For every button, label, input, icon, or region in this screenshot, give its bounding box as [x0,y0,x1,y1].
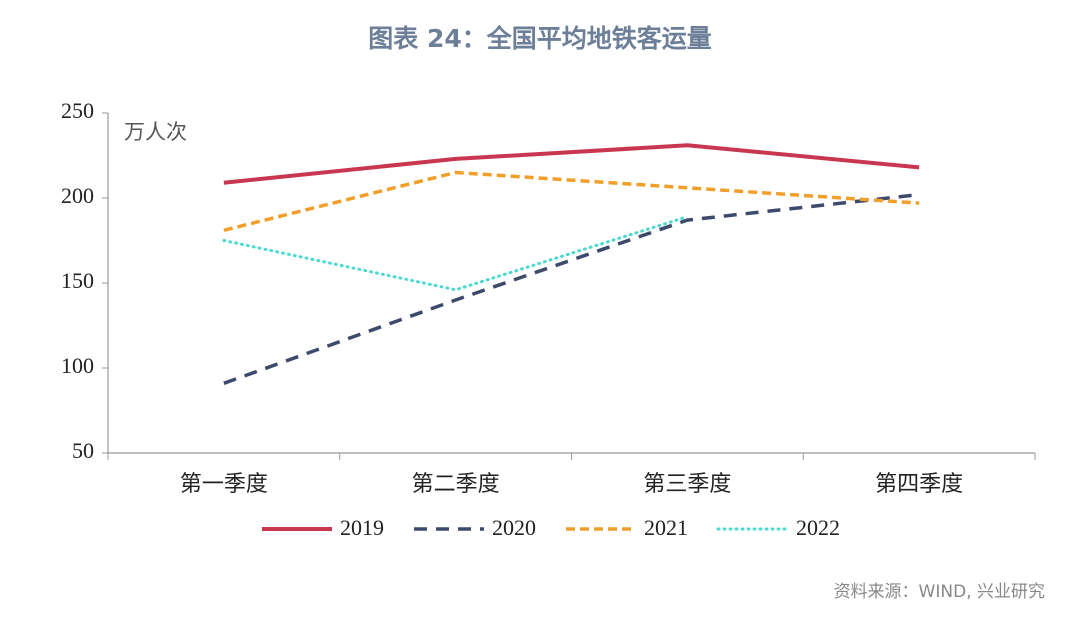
legend-label: 2022 [796,515,840,540]
y-tick-label: 250 [61,98,94,123]
legend-label: 2021 [644,515,688,540]
x-tick-label: 第二季度 [412,471,500,496]
y-tick-label: 100 [61,353,94,378]
y-axis-label: 万人次 [124,120,187,144]
series-line [223,170,920,232]
y-tick-label: 50 [72,438,94,463]
x-tick-label: 第三季度 [643,471,731,496]
source-note: 资料来源：WIND, 兴业研究 [834,582,1045,602]
legend-label: 2019 [340,515,384,540]
chart-title: 图表 24：全国平均地铁客运量 [368,24,712,53]
x-tick-label: 第一季度 [180,471,268,496]
legend-label: 2020 [492,515,536,540]
y-tick-label: 150 [61,268,94,293]
series-line [223,143,920,185]
y-tick-label: 200 [61,183,94,208]
x-tick-label: 第四季度 [875,471,963,496]
series-line [222,215,689,292]
series-line [223,192,920,385]
